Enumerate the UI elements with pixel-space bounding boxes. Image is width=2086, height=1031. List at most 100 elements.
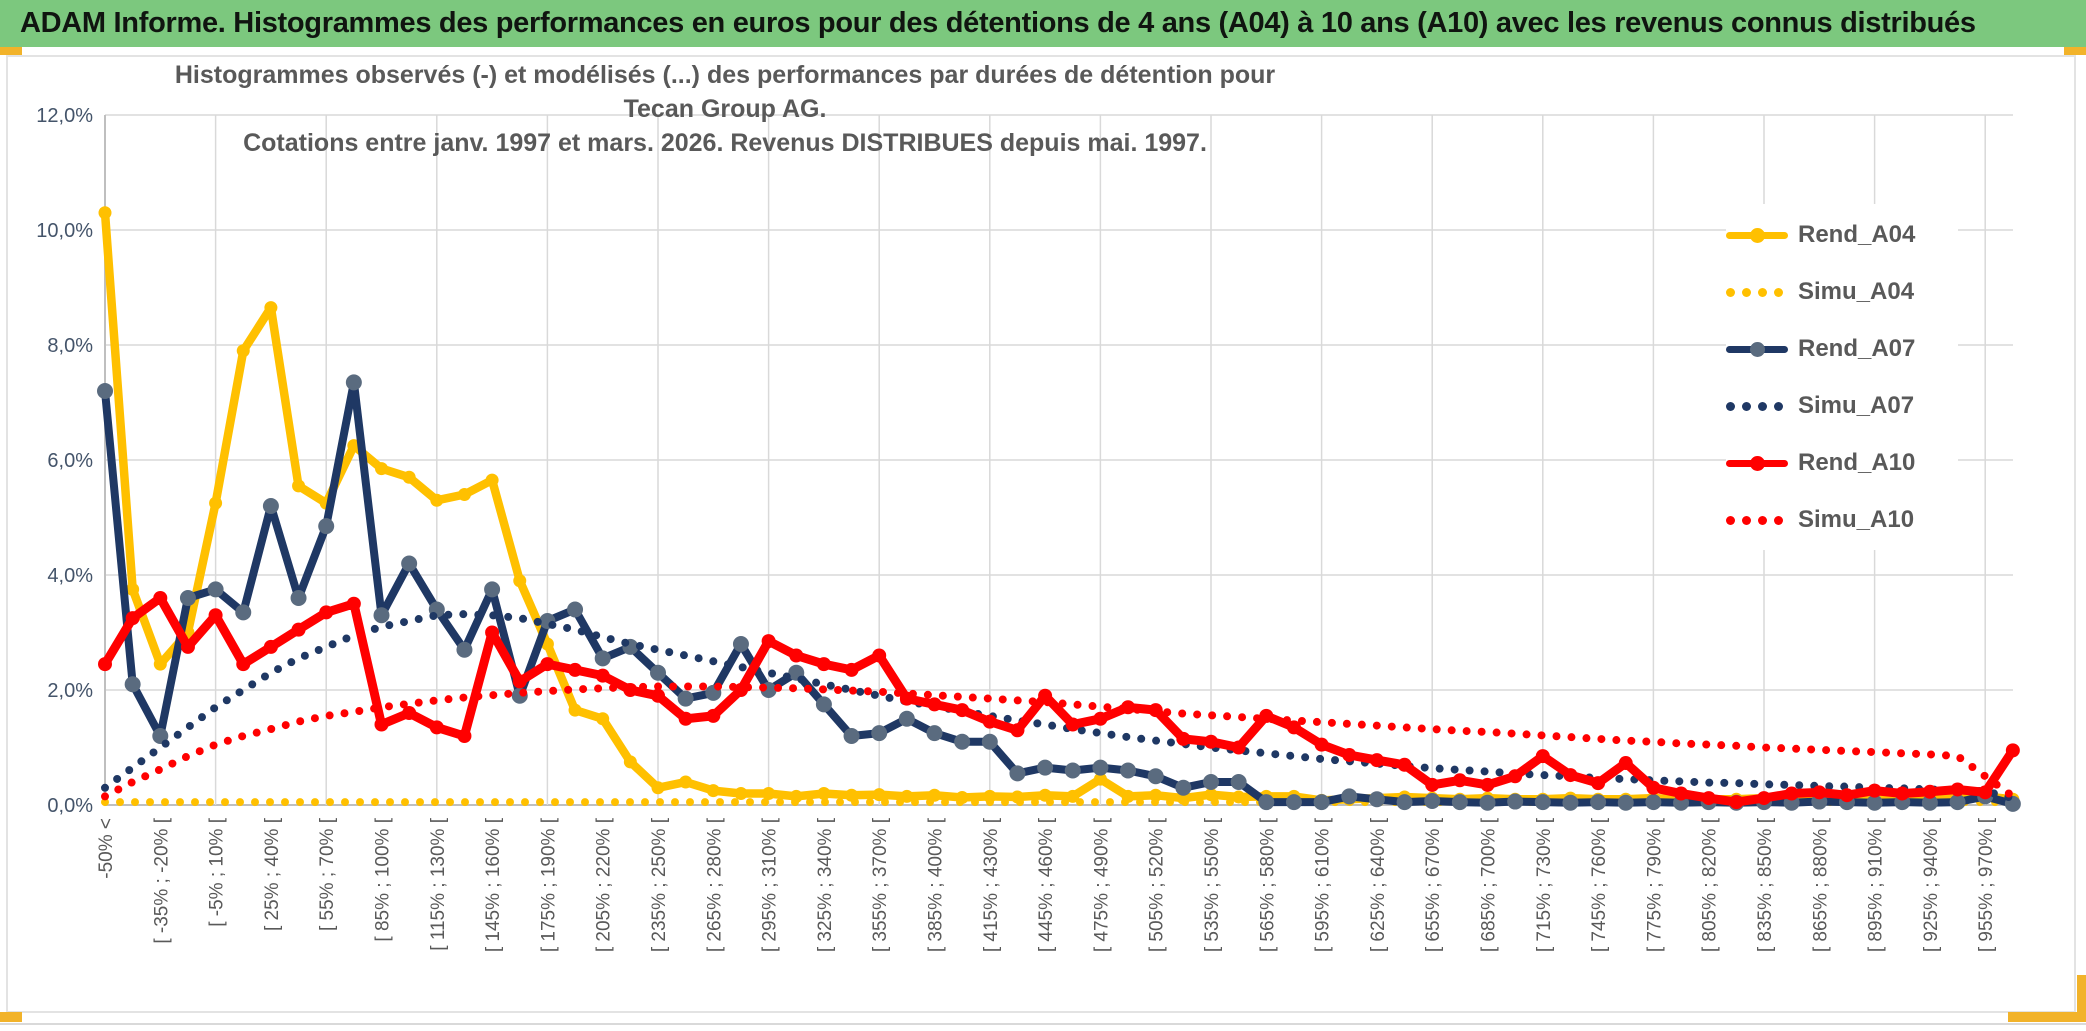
series-line-Rend_A07	[101, 378, 2017, 808]
series-marker-Rend_A10	[1674, 786, 1689, 801]
series-marker-Rend_A10	[1757, 791, 1771, 806]
series-marker-Rend_A10	[1480, 777, 1495, 792]
series-marker-Rend_A10	[125, 611, 140, 626]
x-tick-label: [ 265% ; 280% [	[704, 817, 725, 952]
series-marker-Rend_A10	[789, 648, 804, 663]
x-tick-label: [ 775% ; 790% [	[1644, 817, 1665, 952]
series-marker-Rend_A10	[1563, 768, 1578, 783]
series-marker-Rend_A10	[1093, 711, 1108, 726]
legend-item-simu_a10[interactable]: Simu_A10	[1726, 491, 1958, 548]
series-marker-Rend_A07	[1949, 794, 1966, 811]
series-marker-Rend_A10	[1729, 795, 1744, 810]
legend-item-rend_a04[interactable]: Rend_A04	[1726, 206, 1958, 263]
legend-item-rend_a10[interactable]: Rend_A10	[1726, 434, 1958, 491]
series-marker-Rend_A07	[124, 676, 141, 693]
legend-item-rend_a07[interactable]: Rend_A07	[1726, 320, 1958, 377]
series-marker-Rend_A10	[346, 596, 361, 611]
x-tick-label: [ 955% ; 970% [	[1976, 817, 1997, 952]
series-marker-Rend_A07	[1092, 759, 1109, 776]
x-tick-label: [ 85% ; 100% [	[373, 817, 394, 941]
corner-accent-bottom-left	[0, 1012, 22, 1022]
series-line-Simu_A07	[101, 610, 2017, 803]
series-marker-Rend_A10	[927, 697, 942, 712]
series-marker-Rend_A07	[1341, 788, 1358, 805]
series-marker-Rend_A07	[1424, 792, 1441, 809]
series-marker-Rend_A10	[1314, 737, 1329, 752]
series-marker-Rend_A10	[1591, 776, 1606, 791]
legend-label: Simu_A07	[1798, 391, 1915, 419]
series-marker-Rend_A07	[318, 518, 335, 535]
series-marker-Rend_A04	[679, 775, 693, 789]
x-tick-label: [ 595% ; 610% [	[1313, 817, 1334, 952]
x-tick-label: [ 895% ; 910% [	[1866, 817, 1887, 952]
y-tick-label: 6,0%	[47, 450, 93, 472]
legend-item-simu_a04[interactable]: Simu_A04	[1726, 263, 1958, 320]
series-marker-Rend_A07	[926, 725, 943, 742]
series-marker-Rend_A04	[1149, 788, 1163, 802]
series-marker-Rend_A04	[1204, 788, 1218, 802]
series-marker-Rend_A04	[706, 784, 720, 798]
series-line-Simu_A10	[101, 682, 2017, 801]
series-marker-Rend_A07	[954, 733, 971, 750]
x-tick-label: [ 145% ; 160% [	[483, 817, 504, 952]
x-tick-label: [ 445% ; 460% [	[1036, 817, 1057, 952]
series-marker-Rend_A07	[1534, 794, 1551, 811]
series-marker-Rend_A04	[264, 301, 278, 315]
series-marker-Rend_A07	[484, 581, 501, 598]
series-marker-Rend_A10	[1010, 723, 1025, 738]
series-marker-Rend_A07	[1037, 759, 1054, 776]
series-marker-Rend_A04	[292, 479, 306, 493]
series-marker-Rend_A10	[844, 662, 859, 677]
x-tick-label: [ 655% ; 670% [	[1423, 817, 1444, 952]
series-marker-Rend_A07	[981, 733, 998, 750]
series-marker-Rend_A10	[1286, 720, 1301, 735]
x-tick-label: [ 565% ; 580% [	[1257, 817, 1278, 952]
series-marker-Rend_A10	[1618, 756, 1633, 771]
series-marker-Rend_A10	[402, 706, 417, 720]
series-marker-Rend_A04	[872, 788, 886, 802]
corner-accent-bottom-right-h	[2008, 1012, 2086, 1022]
series-marker-Rend_A10	[982, 714, 997, 729]
series-marker-Rend_A07	[1313, 794, 1330, 811]
series-marker-Rend_A10	[816, 657, 831, 672]
series-marker-Rend_A10	[1867, 783, 1882, 798]
series-marker-Rend_A10	[1784, 786, 1799, 801]
series-marker-Rend_A07	[1064, 762, 1081, 779]
series-marker-Rend_A04	[153, 657, 167, 671]
series-marker-Rend_A07	[1368, 791, 1385, 808]
series-marker-Rend_A10	[429, 720, 444, 735]
x-tick-label: [ 685% ; 700% [	[1479, 817, 1500, 952]
series-marker-Rend_A07	[1175, 779, 1192, 796]
legend-line-sample	[1726, 454, 1788, 472]
legend-item-simu_a07[interactable]: Simu_A07	[1726, 377, 1958, 434]
series-marker-Rend_A07	[1009, 765, 1026, 782]
x-tick-label: [ 55% ; 70% [	[317, 817, 338, 931]
x-tick-label: [ 175% ; 190% [	[538, 817, 559, 952]
corner-accent-top-right	[2064, 47, 2086, 55]
series-marker-Rend_A10	[1812, 785, 1827, 800]
series-marker-Rend_A04	[126, 582, 140, 596]
series-marker-Rend_A10	[180, 639, 195, 654]
series-marker-Rend_A07	[235, 604, 252, 621]
series-marker-Rend_A10	[291, 622, 306, 637]
y-tick-label: 0,0%	[47, 795, 93, 817]
series-marker-Rend_A04	[457, 488, 471, 501]
legend-dotted-sample	[1726, 511, 1788, 529]
y-tick-label: 12,0%	[36, 105, 93, 127]
series-marker-Rend_A04	[1066, 789, 1080, 803]
series-marker-Rend_A10	[1425, 777, 1440, 792]
x-tick-label: [ 865% ; 880% [	[1810, 817, 1831, 952]
series-marker-Rend_A07	[262, 498, 279, 514]
x-tick-label: [ 205% ; 220% [	[594, 817, 615, 952]
series-marker-Rend_A07	[1507, 793, 1524, 810]
series-marker-Rend_A04	[236, 344, 250, 358]
legend-dotted-sample	[1726, 283, 1788, 301]
x-tick-label: [ 325% ; 340% [	[815, 817, 836, 952]
series-marker-Rend_A04	[734, 787, 748, 800]
x-tick-label: [ 505% ; 520% [	[1147, 817, 1168, 952]
series-marker-Rend_A10	[1646, 780, 1661, 795]
series-marker-Rend_A07	[843, 728, 860, 744]
series-marker-Rend_A04	[651, 781, 665, 795]
x-tick-label: [ 475% ; 490% [	[1091, 817, 1112, 952]
series-marker-Rend_A10	[1397, 757, 1412, 772]
